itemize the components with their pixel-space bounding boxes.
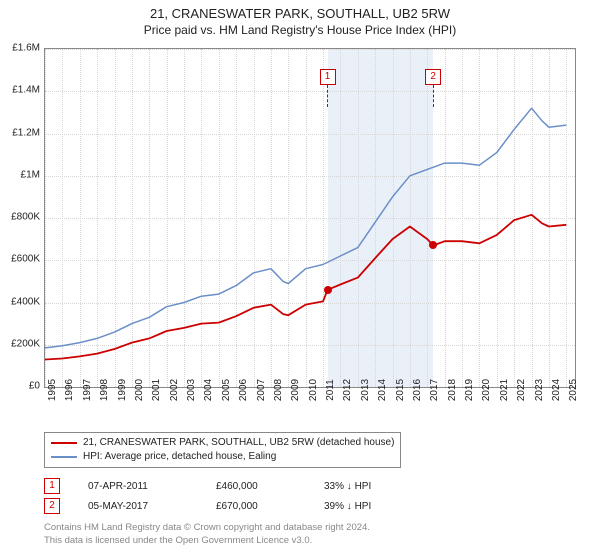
legend-item: HPI: Average price, detached house, Eali… — [51, 450, 394, 464]
event-dot — [429, 241, 437, 249]
x-axis-tick-label: 2000 — [134, 379, 145, 401]
x-axis-tick-label: 1996 — [64, 379, 75, 401]
legend-label: HPI: Average price, detached house, Eali… — [83, 450, 276, 464]
chart-subtitle: Price paid vs. HM Land Registry's House … — [0, 23, 600, 37]
x-axis-tick-label: 2008 — [273, 379, 284, 401]
chart-title: 21, CRANESWATER PARK, SOUTHALL, UB2 5RW — [0, 6, 600, 21]
event-number-box: 2 — [44, 498, 60, 514]
x-axis-tick-label: 2013 — [360, 379, 371, 401]
x-axis-tick-label: 1997 — [82, 379, 93, 401]
footer-line-2: This data is licensed under the Open Gov… — [44, 535, 370, 548]
chart-footer: Contains HM Land Registry data © Crown c… — [44, 522, 370, 548]
event-dot — [324, 286, 332, 294]
x-axis-tick-label: 2014 — [377, 379, 388, 401]
x-axis-tick-label: 2016 — [412, 379, 423, 401]
event-delta: 39% ↓ HPI — [324, 501, 371, 512]
events-table: 1 07-APR-2011 £460,000 33% ↓ HPI 2 05-MAY-201… — [44, 476, 371, 516]
y-axis-tick-label: £1.6M — [12, 43, 40, 54]
event-delta: 33% ↓ HPI — [324, 481, 371, 492]
x-axis-tick-label: 2022 — [516, 379, 527, 401]
event-price: £670,000 — [216, 501, 296, 512]
x-axis-tick-label: 2019 — [464, 379, 475, 401]
event-date: 05-MAY-2017 — [88, 501, 188, 512]
footer-line-1: Contains HM Land Registry data © Crown c… — [44, 522, 370, 535]
x-axis-tick-label: 2003 — [186, 379, 197, 401]
event-price: £460,000 — [216, 481, 296, 492]
chart-header: 21, CRANESWATER PARK, SOUTHALL, UB2 5RW … — [0, 0, 600, 37]
x-axis-tick-label: 2005 — [221, 379, 232, 401]
chart-plot-area: 12 — [44, 48, 576, 388]
legend-label: 21, CRANESWATER PARK, SOUTHALL, UB2 5RW … — [83, 436, 394, 450]
x-axis-tick-label: 2020 — [481, 379, 492, 401]
x-axis-tick-label: 2012 — [342, 379, 353, 401]
series-line — [45, 215, 566, 360]
y-axis-tick-label: £600K — [11, 254, 40, 265]
x-axis-tick-label: 2018 — [447, 379, 458, 401]
y-axis-tick-label: £0 — [29, 381, 40, 392]
x-axis-tick-label: 2023 — [534, 379, 545, 401]
event-number-box: 1 — [44, 478, 60, 494]
legend-swatch — [51, 456, 77, 458]
legend-item: 21, CRANESWATER PARK, SOUTHALL, UB2 5RW … — [51, 436, 394, 450]
x-axis-tick-label: 2006 — [238, 379, 249, 401]
y-axis-tick-label: £800K — [11, 212, 40, 223]
x-axis-tick-label: 1998 — [99, 379, 110, 401]
x-axis-tick-label: 2017 — [429, 379, 440, 401]
x-axis-tick-label: 2007 — [256, 379, 267, 401]
x-axis-tick-label: 2002 — [169, 379, 180, 401]
series-line — [45, 108, 566, 348]
x-axis-tick-label: 2009 — [290, 379, 301, 401]
legend-swatch — [51, 442, 77, 444]
x-axis-tick-label: 2025 — [568, 379, 579, 401]
x-axis-tick-label: 2011 — [325, 379, 336, 401]
y-axis-tick-label: £400K — [11, 296, 40, 307]
chart-legend: 21, CRANESWATER PARK, SOUTHALL, UB2 5RW … — [44, 432, 401, 468]
x-axis-tick-label: 1995 — [47, 379, 58, 401]
x-axis-tick-label: 2021 — [499, 379, 510, 401]
chart-lines — [45, 49, 575, 387]
x-axis-tick-label: 2010 — [308, 379, 319, 401]
y-axis-tick-label: £1.4M — [12, 85, 40, 96]
event-row: 2 05-MAY-2017 £670,000 39% ↓ HPI — [44, 496, 371, 516]
x-axis-tick-label: 1999 — [117, 379, 128, 401]
y-axis-tick-label: £1M — [21, 169, 40, 180]
event-row: 1 07-APR-2011 £460,000 33% ↓ HPI — [44, 476, 371, 496]
event-date: 07-APR-2011 — [88, 481, 188, 492]
y-axis-tick-label: £200K — [11, 338, 40, 349]
x-axis-tick-label: 2015 — [395, 379, 406, 401]
x-axis-tick-label: 2001 — [151, 379, 162, 401]
x-axis-tick-label: 2024 — [551, 379, 562, 401]
x-axis-tick-label: 2004 — [203, 379, 214, 401]
y-axis-tick-label: £1.2M — [12, 127, 40, 138]
